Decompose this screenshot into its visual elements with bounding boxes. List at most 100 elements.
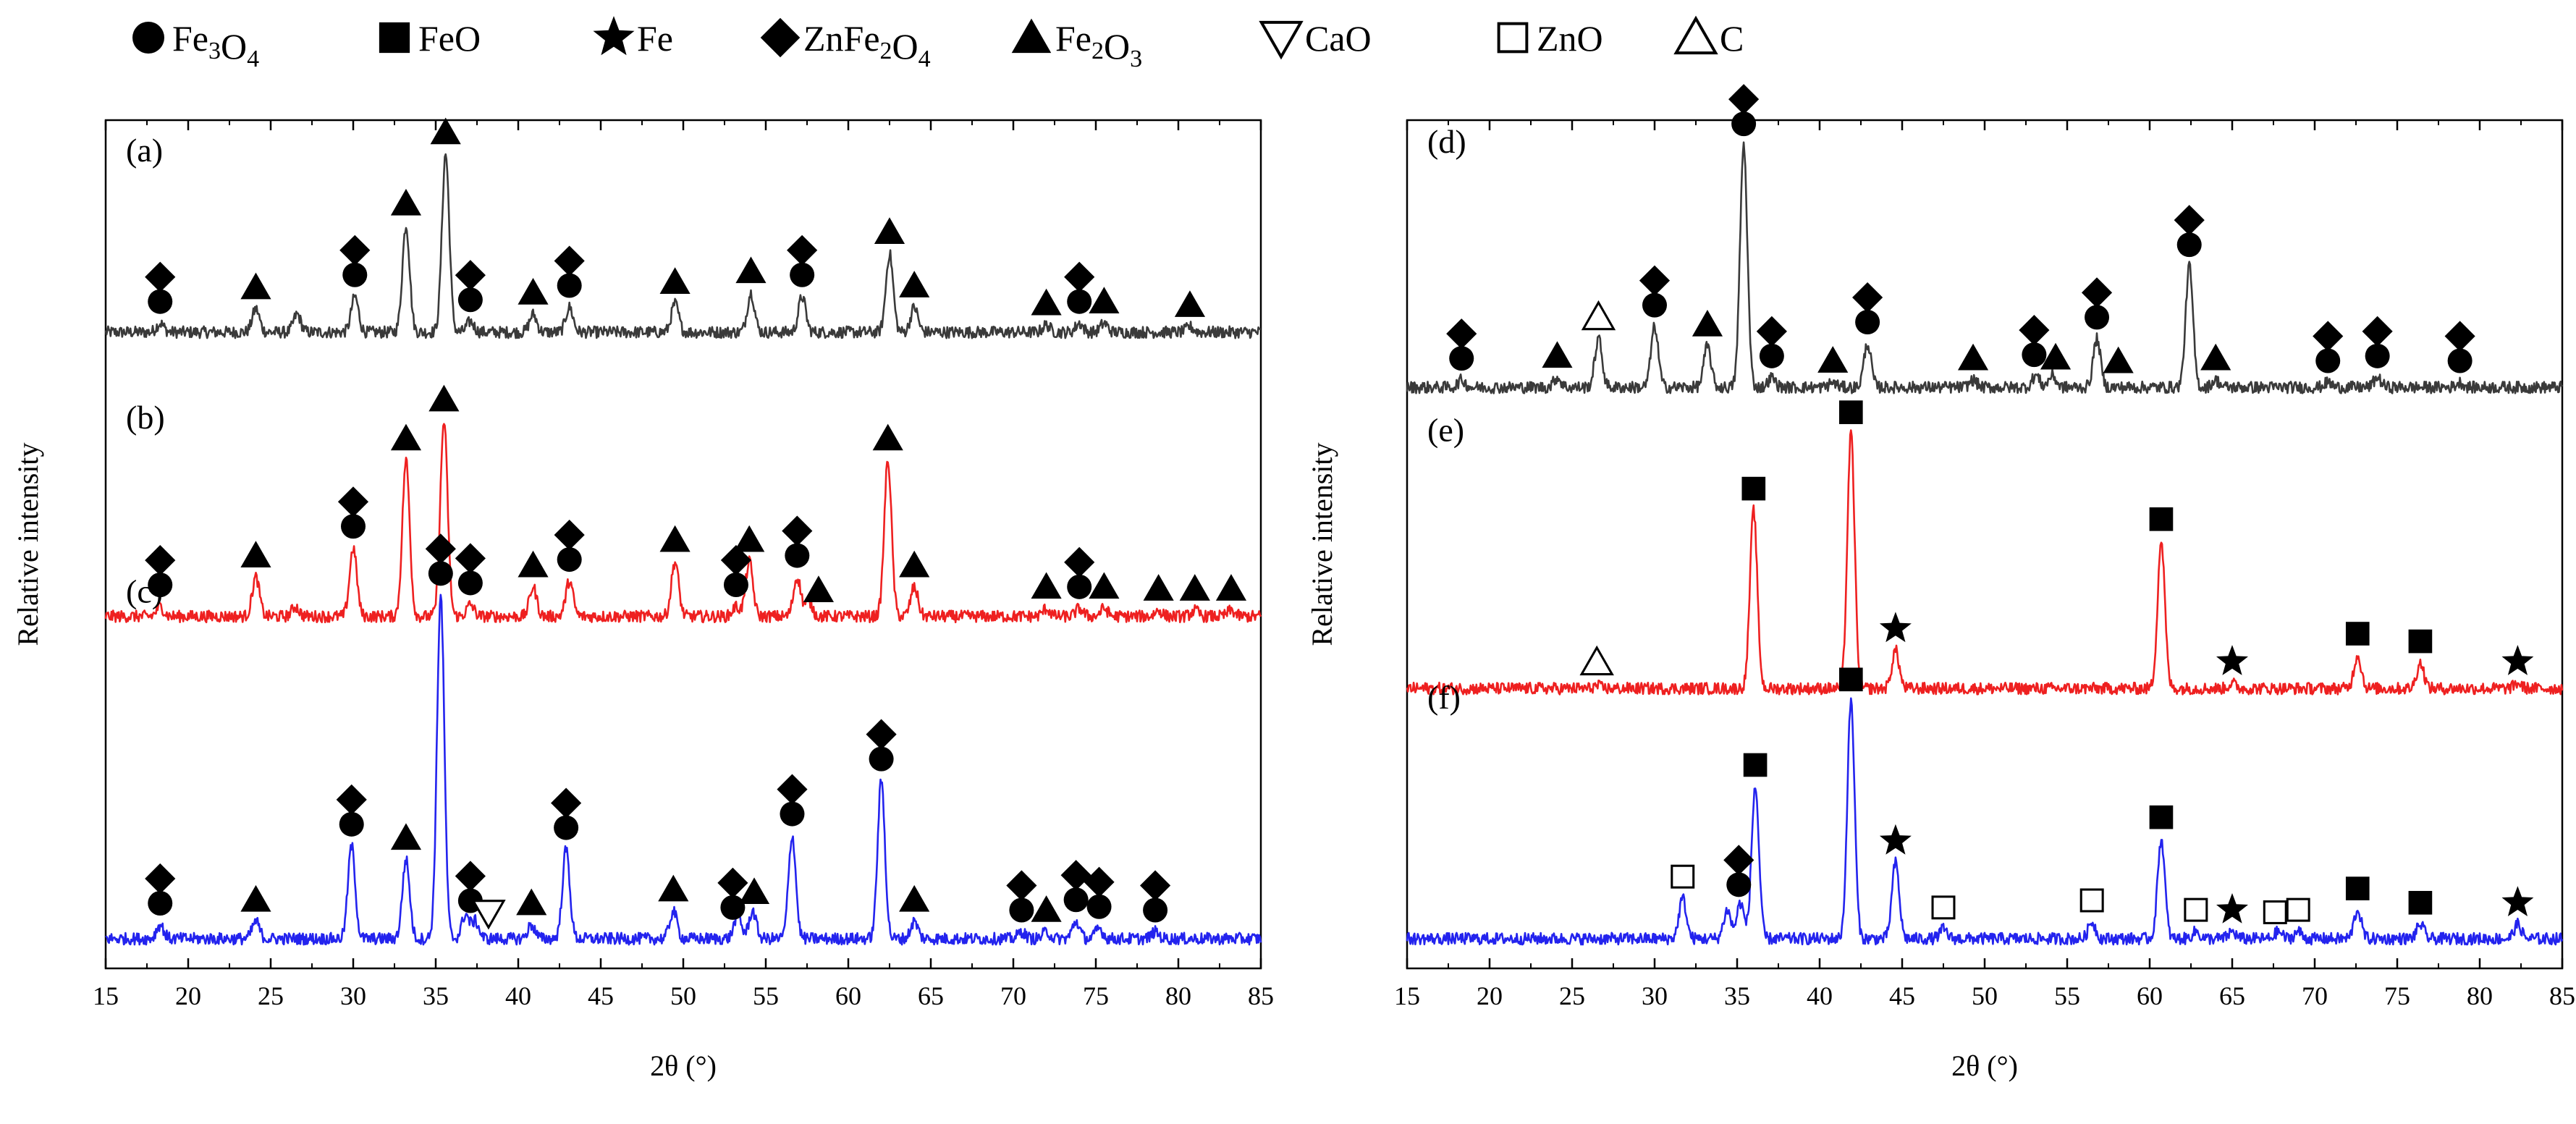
series-c: (c) bbox=[105, 533, 1262, 946]
square-open-marker bbox=[1931, 895, 1956, 920]
legend-label-znfe2o4: ZnFe2O4 bbox=[803, 18, 931, 72]
square-filled-marker bbox=[2408, 629, 2433, 654]
peak-marker-group bbox=[145, 261, 176, 314]
peak-marker-group bbox=[145, 545, 176, 598]
plot-frame bbox=[1406, 119, 2564, 970]
peak-marker-group bbox=[390, 423, 422, 451]
peak-marker-group bbox=[455, 260, 486, 313]
triangle-filled-marker bbox=[659, 525, 691, 552]
x-tick-label: 80 bbox=[2467, 981, 2493, 1010]
legend-label-cao: CaO bbox=[1305, 18, 1372, 59]
diamond-filled-marker bbox=[337, 486, 369, 517]
pattern-line-b bbox=[104, 423, 1262, 624]
circle-filled-marker bbox=[2447, 348, 2472, 373]
diamond-filled-marker bbox=[2081, 277, 2113, 308]
peak-marker-group bbox=[658, 874, 689, 902]
triangle-filled-marker bbox=[390, 423, 422, 451]
peak-marker-group bbox=[428, 384, 460, 412]
peak-marker-group bbox=[2019, 315, 2050, 368]
peak-marker-group bbox=[1743, 753, 1768, 777]
x-tick-label: 35 bbox=[1724, 981, 1750, 1010]
circle-filled-marker bbox=[1449, 346, 1474, 371]
peak-marker-group bbox=[1839, 400, 1863, 424]
legend-item-zno: ZnO bbox=[1497, 18, 1603, 59]
circle-filled-marker bbox=[1726, 872, 1752, 897]
star-filled-marker bbox=[2216, 893, 2248, 924]
legend-label-feo: FeO bbox=[418, 18, 481, 59]
triangle-filled-marker bbox=[738, 877, 770, 905]
peak-marker-group bbox=[2362, 316, 2393, 368]
diamond-filled-marker bbox=[455, 543, 486, 574]
legend-item-fe2o3: Fe2O3 bbox=[1011, 18, 1142, 72]
triangle-filled-marker bbox=[2200, 343, 2231, 371]
peak-marker-group bbox=[1174, 290, 1206, 317]
peak-marker-group bbox=[2313, 321, 2344, 373]
peak-marker-group bbox=[782, 515, 813, 568]
legend-label-zno: ZnO bbox=[1537, 18, 1603, 59]
square-open-marker bbox=[2079, 888, 2104, 913]
x-tick-label: 30 bbox=[340, 981, 366, 1010]
x-tick-label: 85 bbox=[1248, 981, 1274, 1010]
square-filled-marker bbox=[2345, 622, 2370, 646]
peak-marker-group bbox=[2501, 645, 2534, 675]
peak-marker-group bbox=[2216, 645, 2248, 675]
triangle-filled-marker bbox=[390, 823, 422, 850]
legend-item-feo: FeO bbox=[379, 18, 481, 59]
legend-label-c: C bbox=[1720, 18, 1744, 59]
triangle-filled-marker bbox=[658, 874, 689, 902]
triangle-filled-marker bbox=[1174, 290, 1206, 317]
circle-filled-marker bbox=[342, 262, 368, 287]
circle-filled-marker bbox=[785, 543, 810, 568]
circle-filled-marker bbox=[2315, 348, 2341, 373]
triangle-filled-marker bbox=[1542, 341, 1573, 368]
x-tick-label: 50 bbox=[1972, 981, 1998, 1010]
diamond-filled-marker bbox=[777, 774, 808, 805]
panel-label-a: (a) bbox=[126, 132, 163, 169]
peak-marker-group bbox=[1581, 300, 1616, 331]
peak-marker-group bbox=[659, 525, 691, 552]
circle-filled-marker bbox=[2085, 305, 2110, 330]
panel-left: 15 20 25 30 35 40 45 50 55 60 65 70 75 80 85 2θ (°) Rela… bbox=[12, 117, 1274, 1082]
peak-marker-group bbox=[2263, 900, 2287, 924]
peak-marker-group bbox=[1179, 574, 1210, 601]
circle-filled-marker bbox=[1855, 310, 1880, 335]
peak-marker-group bbox=[1957, 343, 1989, 371]
peak-marker-group bbox=[518, 277, 549, 305]
peak-marker-group bbox=[2174, 205, 2205, 258]
peak-marker-group bbox=[777, 774, 808, 827]
circle-filled-marker bbox=[148, 289, 173, 314]
triangle-filled-marker bbox=[1215, 574, 1247, 601]
x-tick-label: 65 bbox=[918, 981, 944, 1010]
peak-marker-group bbox=[2040, 342, 2072, 370]
legend-item-fe: Fe bbox=[593, 16, 673, 59]
triangle-filled-marker bbox=[1143, 574, 1174, 601]
series-b: (b) bbox=[104, 384, 1262, 624]
circle-filled-marker bbox=[1086, 894, 1112, 919]
peak-marker-group bbox=[1084, 866, 1115, 919]
pattern-line-a bbox=[104, 153, 1262, 339]
diamond-filled-marker bbox=[2444, 321, 2475, 352]
circle-filled-marker bbox=[1642, 292, 1667, 318]
circle-filled-marker bbox=[1067, 574, 1092, 599]
circle-filled-marker bbox=[2365, 343, 2390, 368]
series-a: (a) bbox=[104, 117, 1262, 339]
diamond-filled-marker bbox=[455, 260, 486, 291]
x-tick-label: 55 bbox=[2054, 981, 2080, 1010]
diamond-filled-marker bbox=[1064, 261, 1095, 292]
diamond-filled-marker bbox=[551, 787, 582, 819]
panel-label-d: (d) bbox=[1427, 123, 1466, 160]
y-axis-label: Relative intensity bbox=[12, 442, 44, 646]
diamond-filled-marker bbox=[866, 719, 897, 750]
star-filled-marker bbox=[1879, 824, 1912, 855]
triangle-filled-marker bbox=[803, 575, 835, 602]
peak-marker-group bbox=[1879, 612, 1912, 643]
diamond-filled-marker bbox=[1639, 265, 1671, 296]
circle-filled-marker bbox=[457, 287, 483, 313]
peak-marker-group bbox=[1728, 84, 1760, 137]
square-open-icon bbox=[1497, 22, 1529, 54]
x-tick-label: 35 bbox=[423, 981, 449, 1010]
pattern-line-c bbox=[105, 593, 1262, 946]
diamond-filled-marker bbox=[1723, 845, 1754, 876]
circle-filled-icon bbox=[132, 22, 164, 54]
